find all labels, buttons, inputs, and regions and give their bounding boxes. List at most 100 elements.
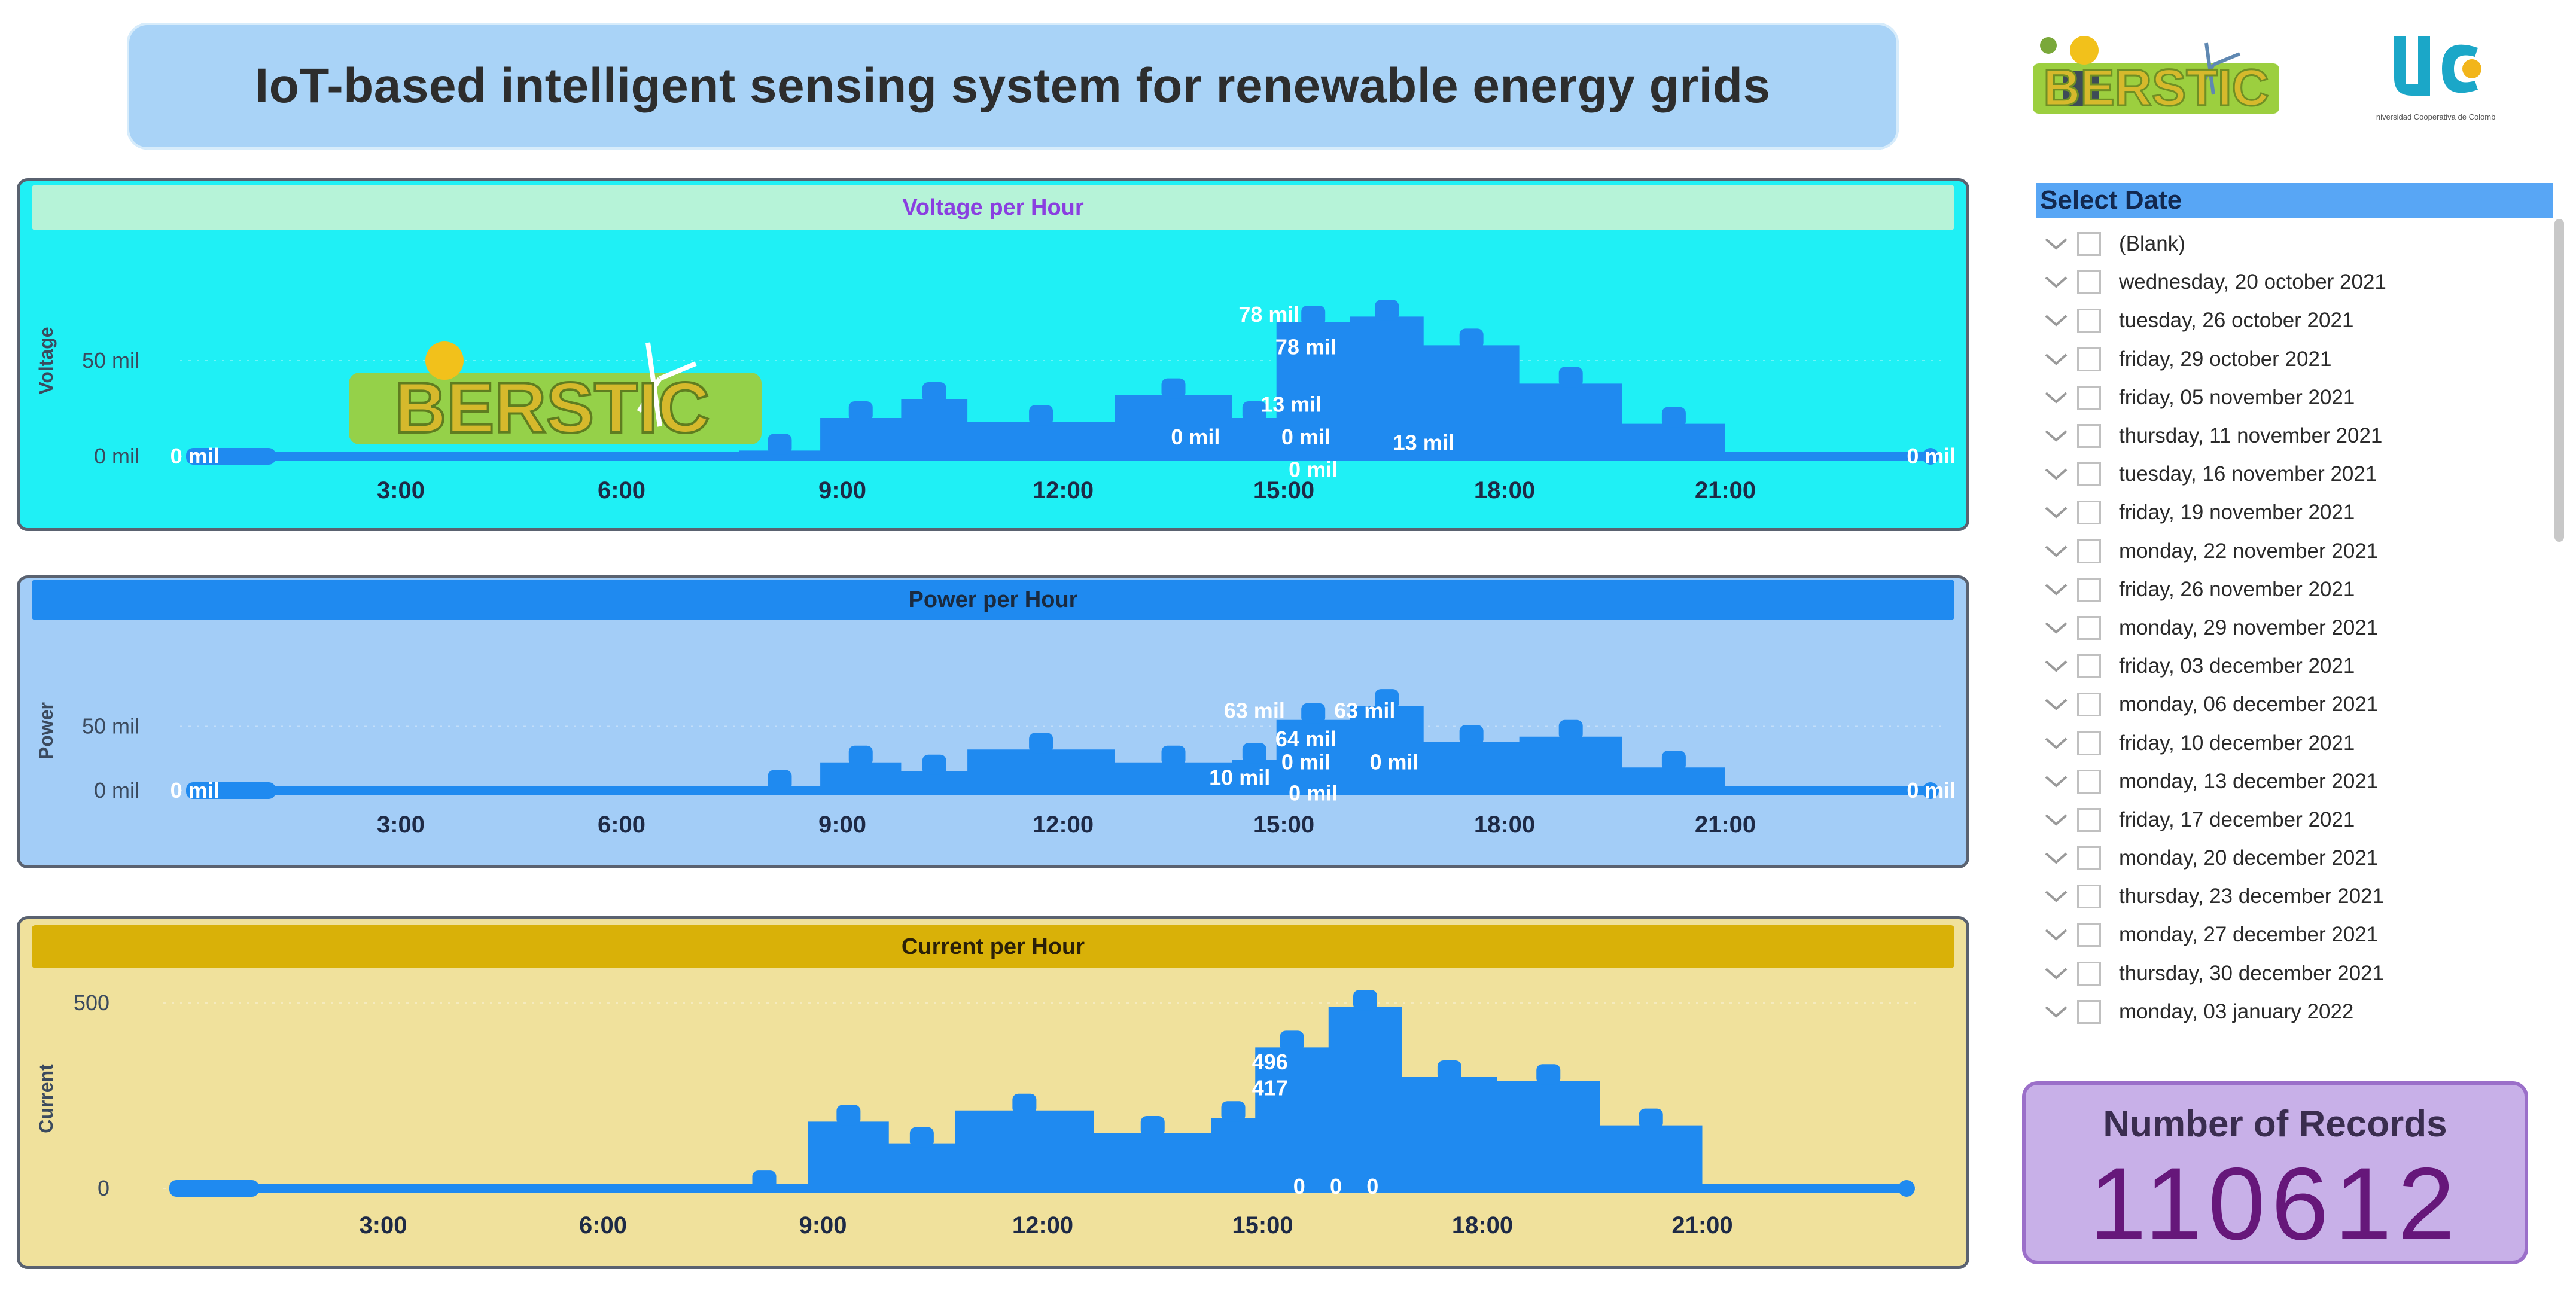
- x-tick-label: 18:00: [1474, 477, 1535, 504]
- slicer-checkbox[interactable]: [2077, 654, 2101, 679]
- slicer-item[interactable]: friday, 03 december 2021: [2036, 647, 2551, 685]
- chevron-down-icon[interactable]: [2036, 813, 2076, 827]
- slicer-item[interactable]: thursday, 11 november 2021: [2036, 417, 2551, 455]
- chevron-down-icon[interactable]: [2036, 506, 2076, 519]
- slicer-checkbox[interactable]: [2077, 309, 2101, 333]
- chevron-down-icon[interactable]: [2036, 468, 2076, 481]
- slicer-item-label: friday, 17 december 2021: [2119, 807, 2355, 831]
- x-tick-label: 6:00: [579, 1212, 627, 1239]
- chevron-down-icon[interactable]: [2036, 698, 2076, 711]
- slicer-item[interactable]: monday, 22 november 2021: [2036, 532, 2551, 571]
- chevron-down-icon[interactable]: [2036, 852, 2076, 865]
- slicer-item[interactable]: monday, 03 january 2022: [2036, 993, 2551, 1031]
- berstic-logo: BERSTIC: [2033, 36, 2279, 118]
- slicer-checkbox[interactable]: [2077, 462, 2101, 487]
- chevron-down-icon[interactable]: [2036, 583, 2076, 596]
- y-tick-label: 500: [74, 990, 109, 1015]
- slicer-item[interactable]: friday, 17 december 2021: [2036, 801, 2551, 839]
- area-bump: [1280, 1030, 1304, 1051]
- slicer-item[interactable]: tuesday, 26 october 2021: [2036, 301, 2551, 340]
- area-bump: [1242, 743, 1266, 764]
- slicer-item-label: thursday, 23 december 2021: [2119, 885, 2384, 908]
- slicer-item-label: friday, 03 december 2021: [2119, 654, 2355, 678]
- chevron-down-icon[interactable]: [2036, 391, 2076, 404]
- chevron-down-icon[interactable]: [2036, 928, 2076, 941]
- area-series: [180, 316, 1725, 456]
- slicer-item[interactable]: friday, 19 november 2021: [2036, 493, 2551, 532]
- data-label: 13 mil: [1393, 431, 1454, 455]
- slicer-checkbox[interactable]: [2077, 501, 2101, 525]
- slicer-checkbox[interactable]: [2077, 347, 2101, 371]
- x-tick-label: 21:00: [1695, 477, 1756, 504]
- slicer-checkbox[interactable]: [2077, 885, 2101, 909]
- slicer-checkbox[interactable]: [2077, 270, 2101, 295]
- y-tick-label: 50 mil: [82, 348, 139, 373]
- slicer-item-label: friday, 26 november 2021: [2119, 577, 2355, 601]
- current-chart-title: Current per Hour: [32, 925, 1954, 968]
- data-label: 63 mil: [1334, 699, 1395, 723]
- slicer-item[interactable]: friday, 29 october 2021: [2036, 340, 2551, 379]
- y-tick-label: 50 mil: [82, 714, 139, 739]
- slicer-item[interactable]: friday, 05 november 2021: [2036, 379, 2551, 417]
- slicer-checkbox[interactable]: [2077, 769, 2101, 794]
- slicer-item[interactable]: monday, 06 december 2021: [2036, 685, 2551, 724]
- slicer-checkbox[interactable]: [2077, 731, 2101, 755]
- chevron-down-icon[interactable]: [2036, 545, 2076, 558]
- slicer-checkbox[interactable]: [2077, 846, 2101, 871]
- x-tick-label: 9:00: [799, 1212, 847, 1239]
- slicer-checkbox[interactable]: [2077, 923, 2101, 947]
- x-tick-label: 15:00: [1253, 812, 1314, 838]
- chevron-down-icon[interactable]: [2036, 1005, 2076, 1018]
- data-label: 0 mil: [1289, 780, 1338, 805]
- slicer-item[interactable]: wednesday, 20 october 2021: [2036, 263, 2551, 301]
- slicer-scrollbar[interactable]: [2554, 219, 2564, 542]
- slicer-checkbox[interactable]: [2077, 424, 2101, 449]
- x-tick-label: 3:00: [377, 477, 425, 504]
- slicer-item[interactable]: monday, 13 december 2021: [2036, 763, 2551, 801]
- chevron-down-icon[interactable]: [2036, 621, 2076, 635]
- area-bump: [1221, 1101, 1246, 1122]
- y-tick-label: 0: [98, 1176, 109, 1200]
- slicer-checkbox[interactable]: [2077, 999, 2101, 1024]
- slicer-item[interactable]: monday, 29 november 2021: [2036, 609, 2551, 647]
- slicer-item[interactable]: tuesday, 16 november 2021: [2036, 455, 2551, 493]
- x-tick-label: 12:00: [1033, 812, 1094, 838]
- slicer-item[interactable]: (Blank): [2036, 225, 2551, 263]
- chevron-down-icon[interactable]: [2036, 429, 2076, 443]
- slicer-title: Select Date: [2036, 183, 2553, 218]
- chevron-down-icon[interactable]: [2036, 737, 2076, 750]
- slicer-checkbox[interactable]: [2077, 577, 2101, 602]
- x-tick-label: 6:00: [598, 812, 645, 838]
- area-bump: [1437, 1060, 1461, 1081]
- area-bump: [1639, 1108, 1663, 1129]
- slicer-item[interactable]: monday, 27 december 2021: [2036, 916, 2551, 954]
- x-tick-label: 15:00: [1232, 1212, 1293, 1239]
- chevron-down-icon[interactable]: [2036, 353, 2076, 366]
- chevron-down-icon[interactable]: [2036, 890, 2076, 903]
- slicer-checkbox[interactable]: [2077, 539, 2101, 563]
- slicer-checkbox[interactable]: [2077, 615, 2101, 640]
- chevron-down-icon[interactable]: [2036, 775, 2076, 788]
- power-chart-panel: 3:00 6:00 9:00 12:00 15:00 18:00 21:00 0 mil 50 …: [17, 575, 1969, 868]
- slicer-item-label: friday, 05 november 2021: [2119, 385, 2355, 409]
- data-label: 0 mil: [1171, 425, 1220, 449]
- area-bump: [1375, 689, 1399, 710]
- slicer-item[interactable]: friday, 26 november 2021: [2036, 571, 2551, 609]
- area-bump: [1353, 990, 1377, 1011]
- slicer-checkbox[interactable]: [2077, 232, 2101, 257]
- slicer-item[interactable]: thursday, 30 december 2021: [2036, 954, 2551, 993]
- chevron-down-icon[interactable]: [2036, 237, 2076, 251]
- chevron-down-icon[interactable]: [2036, 660, 2076, 673]
- chevron-down-icon[interactable]: [2036, 314, 2076, 327]
- chevron-down-icon[interactable]: [2036, 967, 2076, 980]
- slicer-checkbox[interactable]: [2077, 807, 2101, 832]
- chevron-down-icon[interactable]: [2036, 276, 2076, 289]
- data-label: 496: [1252, 1050, 1288, 1074]
- slicer-item[interactable]: monday, 20 december 2021: [2036, 839, 2551, 877]
- slicer-checkbox[interactable]: [2077, 385, 2101, 410]
- slicer-checkbox[interactable]: [2077, 693, 2101, 717]
- slicer-checkbox[interactable]: [2077, 961, 2101, 986]
- slicer-item[interactable]: friday, 10 december 2021: [2036, 724, 2551, 762]
- slicer-item[interactable]: thursday, 23 december 2021: [2036, 877, 2551, 916]
- svg-text:BERSTIC: BERSTIC: [2043, 59, 2269, 117]
